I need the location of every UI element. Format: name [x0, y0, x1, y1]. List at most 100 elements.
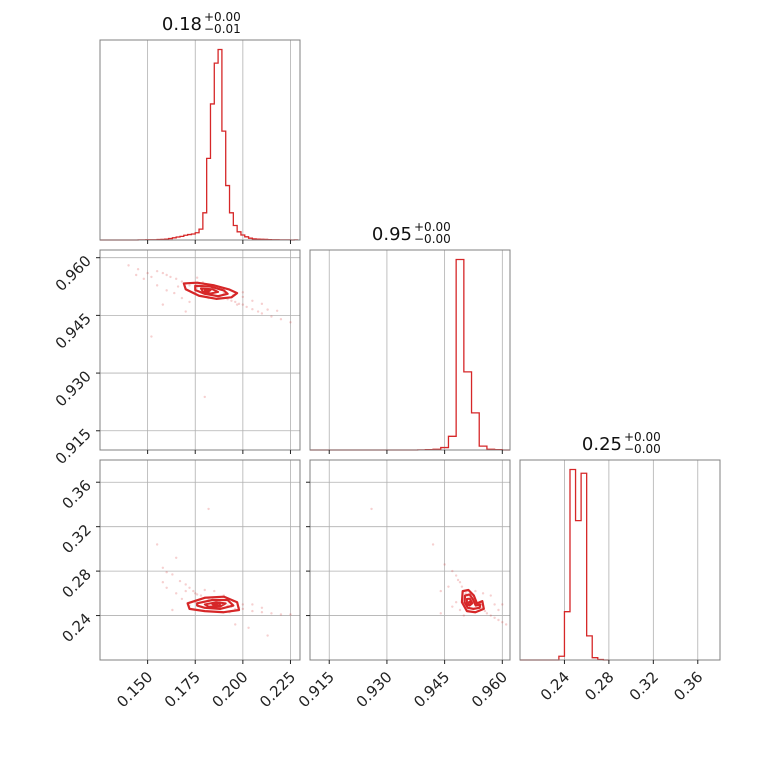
sample-point: [173, 291, 176, 295]
sample-point: [460, 585, 464, 588]
sample-point: [165, 571, 168, 574]
sample-point: [150, 275, 153, 279]
sample-point: [439, 589, 442, 593]
x-tick-label: 0.915: [295, 668, 338, 711]
y-tick-label: 0.945: [52, 309, 95, 352]
sample-point: [260, 302, 264, 306]
sample-point: [443, 563, 446, 566]
sample-point: [454, 601, 458, 604]
sample-point: [279, 318, 283, 321]
sample-point: [256, 310, 260, 313]
title-plus-error: +0.00: [414, 220, 451, 234]
sample-point: [192, 589, 195, 593]
sample-point: [289, 613, 292, 616]
sample-point: [260, 606, 264, 609]
sample-point: [456, 578, 460, 582]
sample-point: [195, 276, 199, 279]
density-contour: [211, 602, 221, 607]
density-contour: [203, 288, 212, 293]
panel-grid-2-0: [100, 460, 300, 660]
density-contour: [203, 601, 227, 608]
y-tick-label: 0.960: [52, 252, 95, 295]
sample-point: [188, 300, 191, 304]
density-contour: [194, 284, 229, 298]
sample-point: [447, 585, 450, 588]
x-tick-label: 0.150: [113, 668, 156, 711]
x-tick-label: 0.930: [353, 668, 396, 711]
sample-point: [171, 573, 174, 576]
sample-point: [481, 592, 485, 595]
title-value: 0.25: [582, 434, 622, 455]
x-tick-label: 0.225: [256, 668, 299, 711]
sample-point: [165, 273, 168, 277]
sample-point: [174, 556, 178, 559]
sample-point: [474, 589, 477, 593]
sample-point: [127, 264, 130, 267]
title-minus-error: −0.00: [624, 442, 661, 456]
sample-point: [247, 626, 250, 629]
sample-point: [165, 586, 168, 589]
panel-grid-0-0: [147, 40, 291, 240]
sample-point: [279, 613, 283, 616]
sample-point: [169, 275, 172, 279]
scatter-panel-2: [370, 507, 508, 626]
sample-point: [275, 309, 279, 312]
tick-layer: 0.915 0.930 0.945 0.960 0.150 0.175 0.200 0.225…: [52, 240, 707, 711]
sample-point: [237, 302, 241, 306]
x-tick-label: 0.175: [161, 668, 204, 711]
sample-point: [161, 303, 165, 306]
sample-point: [171, 608, 174, 612]
sample-point: [270, 612, 273, 615]
sample-point: [184, 589, 187, 593]
sample-point: [464, 592, 467, 595]
sample-point: [146, 271, 149, 275]
sample-point: [161, 271, 165, 275]
sample-point: [270, 315, 273, 318]
scatter-panel-1: [155, 507, 292, 637]
sample-point: [241, 291, 245, 294]
y-tick-label: 0.930: [52, 367, 95, 410]
sample-point: [234, 623, 237, 626]
sample-point: [504, 623, 508, 626]
x-tick-label: 0.960: [468, 668, 511, 711]
density-contour: [199, 287, 220, 295]
sample-point: [230, 299, 233, 302]
sample-point: [235, 303, 239, 306]
y-tick-label: 0.24: [58, 610, 94, 646]
sample-point: [260, 312, 264, 315]
sample-point: [266, 634, 269, 637]
sample-point: [485, 612, 489, 615]
sample-point: [207, 507, 210, 511]
title-value: 0.95: [372, 224, 412, 245]
panel-frame-2-2: [519, 459, 721, 661]
x-tick-label: 0.28: [581, 668, 617, 704]
sample-point: [489, 594, 492, 597]
sample-point: [134, 273, 138, 277]
panel-grid-1-1: [328, 250, 503, 450]
sample-point: [184, 583, 187, 586]
sample-point: [203, 395, 206, 399]
sample-point: [289, 321, 292, 324]
sample-point: [195, 593, 199, 596]
sample-point: [195, 286, 199, 289]
sample-point: [176, 285, 180, 288]
sample-point: [451, 569, 454, 573]
sample-point: [458, 608, 462, 612]
sample-point: [184, 310, 187, 313]
panel-grid-2-1: [310, 460, 510, 660]
sample-point: [489, 614, 492, 617]
sample-point: [251, 609, 254, 613]
title-minus-error: −0.00: [414, 232, 451, 246]
panel-title-1: 0.95 +0.00−0.00: [372, 220, 451, 246]
x-tick-label: 0.36: [670, 668, 706, 704]
sample-point: [180, 296, 184, 300]
sample-point: [213, 589, 216, 593]
density-contour: [196, 598, 235, 610]
frame-layer: [99, 39, 721, 661]
sample-point: [178, 579, 182, 583]
sample-point: [241, 603, 245, 606]
density-contour: [460, 588, 485, 614]
x-tick-label: 0.32: [626, 668, 662, 704]
density-contour: [182, 281, 239, 300]
